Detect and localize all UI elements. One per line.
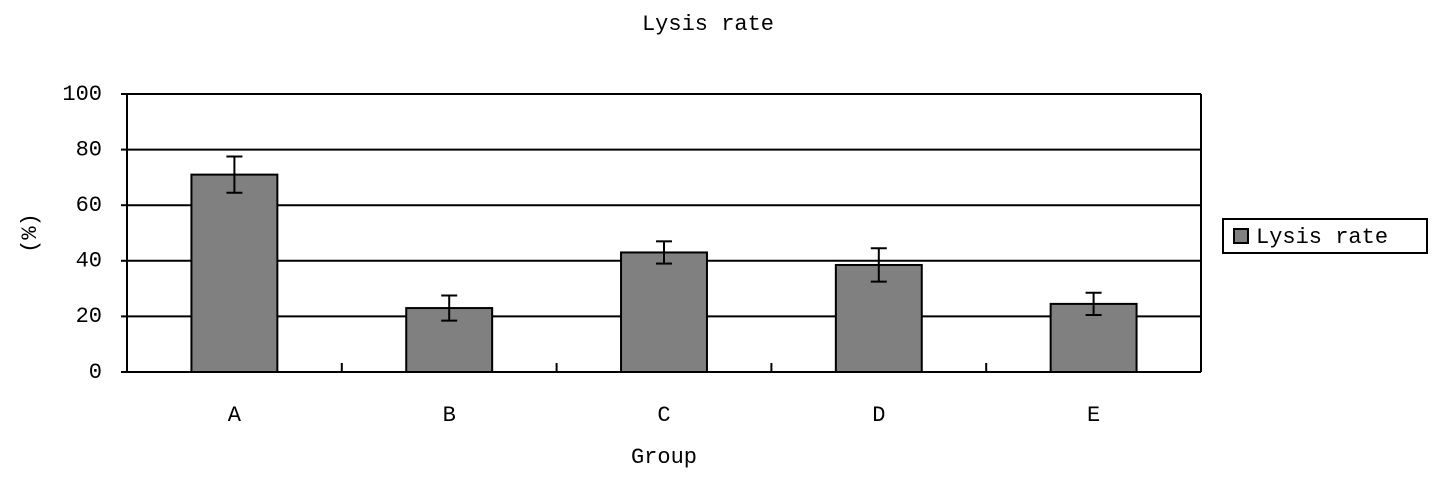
y-tick-label: 0 <box>89 360 102 385</box>
bar <box>834 263 923 373</box>
error-bar <box>226 155 243 194</box>
chart-title: Lysis rate <box>642 12 774 37</box>
error-bar <box>656 240 672 265</box>
y-axis-label: (%) <box>18 213 43 253</box>
x-tick-label: D <box>872 403 885 428</box>
x-tick-label: A <box>228 403 242 428</box>
legend-label: Lysis rate <box>1256 225 1388 250</box>
bar <box>620 251 708 374</box>
legend-swatch <box>1233 228 1249 244</box>
y-tick-label: 60 <box>76 193 102 218</box>
y-tick-label: 100 <box>62 82 102 107</box>
error-bar <box>870 247 887 283</box>
error-bar <box>1085 291 1102 317</box>
x-tick-label: C <box>657 403 670 428</box>
x-tick-label: B <box>443 403 456 428</box>
y-tick-label: 40 <box>76 249 102 274</box>
y-tick-label: 80 <box>76 137 102 162</box>
x-axis-label: Group <box>631 445 697 470</box>
y-tick-label: 20 <box>76 304 102 329</box>
x-tick-label: E <box>1087 403 1100 428</box>
error-bar <box>441 294 458 322</box>
bar <box>190 173 279 373</box>
legend-box <box>1222 218 1428 254</box>
